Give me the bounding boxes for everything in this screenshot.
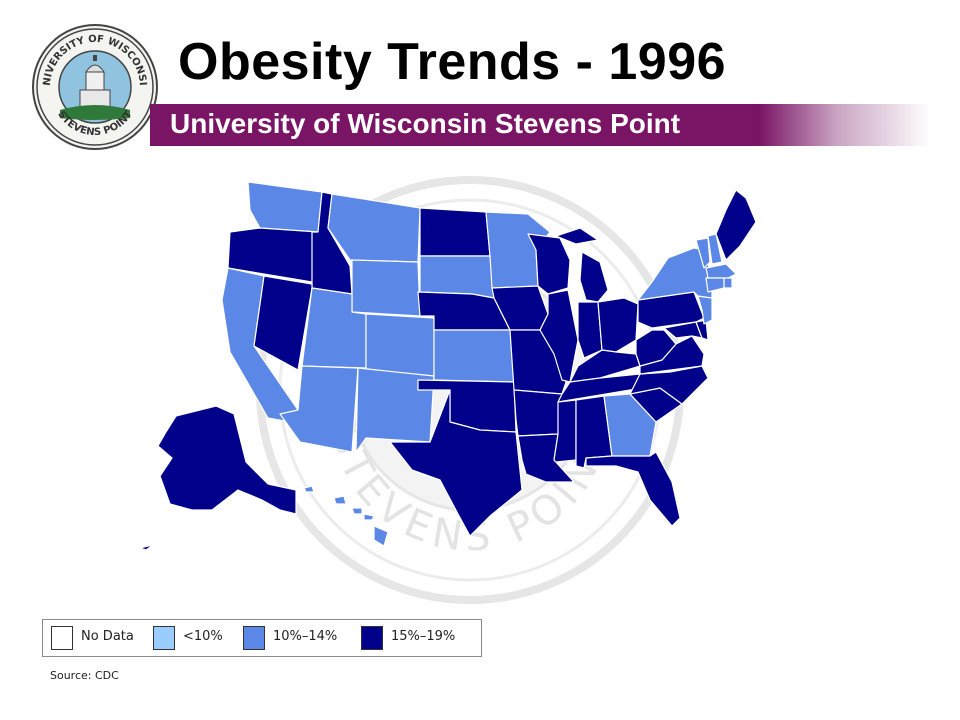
legend-label: 10%–14%	[273, 629, 338, 644]
state-ga	[603, 393, 657, 457]
subtitle-banner	[150, 104, 930, 146]
state-ar	[513, 389, 563, 437]
state-hi-5	[373, 525, 389, 547]
state-ma	[705, 263, 737, 279]
state-ak	[157, 405, 297, 515]
state-fl	[585, 451, 681, 527]
state-wi	[527, 233, 571, 295]
state-mi-up	[555, 227, 599, 245]
page-title: Obesity Trends - 1996	[178, 33, 727, 91]
state-ak-chain	[139, 529, 179, 551]
state-me	[715, 189, 757, 261]
state-hi-2	[333, 495, 347, 505]
state-il	[539, 289, 579, 383]
state-md	[663, 321, 703, 339]
legend-label: No Data	[81, 629, 134, 644]
state-wy	[351, 259, 421, 317]
state-de	[695, 319, 709, 341]
state-mi	[579, 251, 609, 303]
university-seal-logo: UNIVERSITY OF WISCONSIN STEVENS POINT	[30, 22, 158, 150]
source-note: Source: CDC	[50, 669, 119, 682]
map-legend: No Data <10% 10%–14% 15%–19%	[42, 619, 482, 657]
us-obesity-map	[139, 181, 757, 551]
state-nc	[629, 365, 709, 405]
legend-swatch	[361, 626, 383, 650]
state-in	[577, 301, 603, 359]
state-hi-4	[363, 513, 375, 521]
page-subtitle: University of Wisconsin Stevens Point	[170, 108, 681, 139]
state-ks	[433, 329, 515, 383]
state-ri	[723, 277, 733, 289]
state-co	[365, 313, 435, 377]
state-wa	[247, 181, 323, 233]
state-nh	[707, 233, 723, 265]
state-vt	[695, 237, 711, 269]
state-hi-3	[351, 507, 363, 515]
state-hi-1	[303, 485, 315, 493]
state-nm	[355, 367, 435, 453]
state-wv	[635, 329, 677, 367]
legend-label: <10%	[183, 629, 223, 644]
state-nd	[419, 207, 491, 257]
state-ct	[705, 277, 725, 293]
legend-swatch	[243, 626, 265, 650]
legend-swatch	[51, 626, 73, 650]
legend-label: 15%–19%	[391, 629, 456, 644]
state-ny	[637, 247, 713, 301]
legend-swatch	[153, 626, 175, 650]
state-ky	[569, 349, 641, 383]
state-oh	[597, 297, 639, 353]
state-sd	[419, 255, 495, 299]
state-nv	[253, 275, 313, 371]
state-tx	[389, 389, 523, 537]
